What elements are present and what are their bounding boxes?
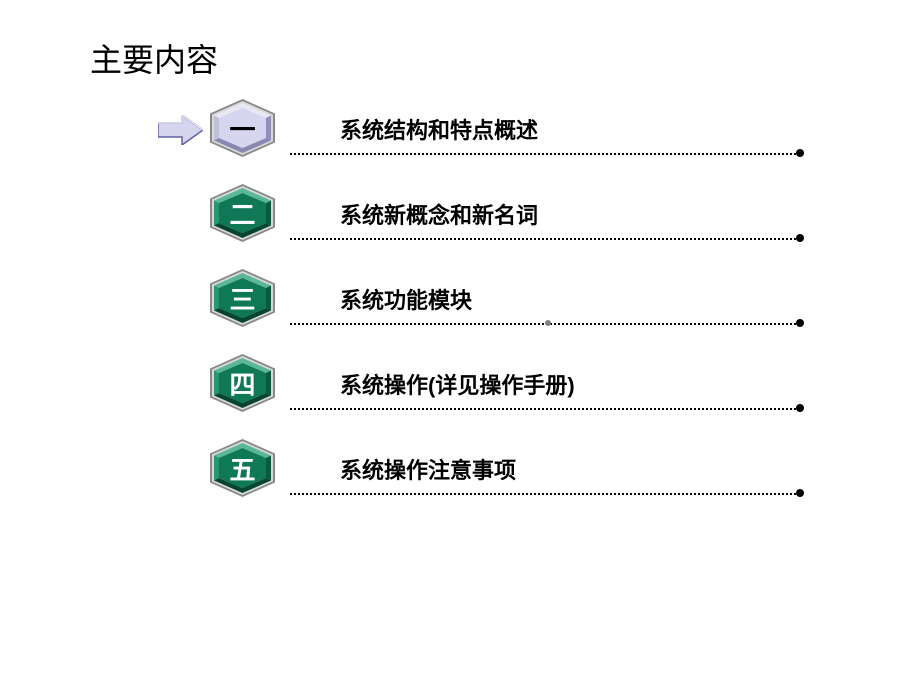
hexagon-icon: 二 [210,184,275,242]
item-number: 二 [210,184,275,242]
hexagon-icon: 四 [210,354,275,412]
line-end-dot [796,319,804,327]
hexagon-icon: 一 [210,99,275,157]
hexagon-icon: 五 [210,439,275,497]
hexagon-icon: 三 [210,269,275,327]
line-mid-dot [545,320,551,326]
list-item: 五 系统操作注意事项 [160,435,840,520]
item-label: 系统结构和特点概述 [340,113,538,145]
item-number: 五 [210,439,275,497]
line-end-dot [796,404,804,412]
list-item: 四 系统操作(详见操作手册) [160,350,840,435]
line-end-dot [796,234,804,242]
item-label: 系统新概念和新名词 [340,198,538,230]
content-list: 一 系统结构和特点概述 二 系统新概念和新名词 三 系统功能模块 [160,95,840,520]
item-number: 一 [210,99,275,157]
item-label: 系统功能模块 [340,283,472,315]
item-label: 系统操作注意事项 [340,453,516,485]
divider-line [290,238,800,240]
line-end-dot [796,489,804,497]
arrow-icon [158,115,203,145]
list-item: 一 系统结构和特点概述 [160,95,840,180]
line-end-dot [796,149,804,157]
divider-line [290,323,800,325]
item-number: 三 [210,269,275,327]
list-item: 二 系统新概念和新名词 [160,180,840,265]
list-item: 三 系统功能模块 [160,265,840,350]
divider-line [290,408,800,410]
divider-line [290,493,800,495]
item-number: 四 [210,354,275,412]
page-title: 主要内容 [90,35,218,81]
item-label: 系统操作(详见操作手册) [340,368,575,400]
divider-line [290,153,800,155]
